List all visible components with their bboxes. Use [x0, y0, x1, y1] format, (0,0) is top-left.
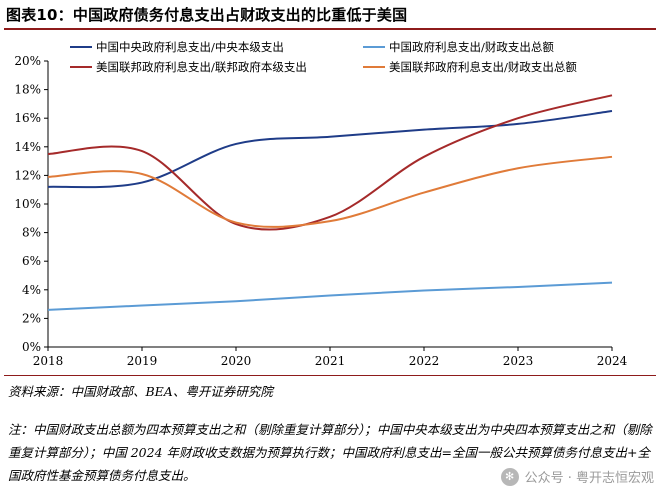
- source-text: 资料来源：中国财政部、BEA、粤开证券研究院: [8, 384, 273, 399]
- footnote: 注：中国财政支出总额为四本预算支出之和（剔除重复计算部分）；中国中央本级支出为中…: [8, 422, 652, 483]
- y-tick-label: 2%: [22, 311, 41, 325]
- x-tick-label: 2023: [503, 354, 534, 368]
- y-tick-label: 10%: [14, 197, 41, 211]
- watermark: ✻ 公众号 · 粤开志恒宏观: [500, 467, 654, 486]
- y-tick-label: 6%: [22, 254, 41, 268]
- legend-label: 中国中央政府利息支出/中央本级支出: [96, 40, 284, 54]
- x-tick-label: 2022: [409, 354, 440, 368]
- legend-label: 美国联邦政府利息支出/联邦政府本级支出: [96, 60, 307, 74]
- legend-label: 美国联邦政府利息支出/财政支出总额: [389, 60, 577, 74]
- legend-label: 中国政府利息支出/财政支出总额: [389, 40, 554, 54]
- x-tick-label: 2024: [597, 354, 628, 368]
- series-line-1: [47, 110, 613, 189]
- x-tick-label: 2019: [127, 354, 158, 368]
- y-tick-label: 18%: [14, 83, 41, 97]
- y-tick-label: 20%: [14, 54, 41, 68]
- x-tick-label: 2020: [221, 354, 252, 368]
- chart-title: 图表10：中国政府债务付息支出占财政支出的比重低于美国: [6, 6, 408, 24]
- y-tick-label: 12%: [14, 168, 41, 182]
- x-tick-label: 2021: [315, 354, 346, 368]
- y-tick-label: 4%: [22, 283, 41, 297]
- x-tick-label: 2018: [33, 354, 64, 368]
- wechat-icon: ✻: [500, 467, 519, 486]
- y-tick-label: 8%: [22, 226, 41, 240]
- series-line-3: [47, 94, 613, 231]
- watermark-text: 公众号 · 粤开志恒宏观: [524, 471, 654, 486]
- line-chart: 0% 2% 4% 6% 8% 10% 12% 14% 16% 18% 20% 2018 2019 2020…: [14, 40, 628, 368]
- source-divider: [4, 375, 656, 376]
- series-line-2: [47, 281, 613, 311]
- title-divider: [4, 28, 656, 30]
- y-tick-label: 16%: [14, 111, 41, 125]
- series-line-4: [47, 155, 613, 228]
- y-tick-label: 0%: [22, 340, 41, 354]
- y-tick-label: 14%: [14, 140, 41, 154]
